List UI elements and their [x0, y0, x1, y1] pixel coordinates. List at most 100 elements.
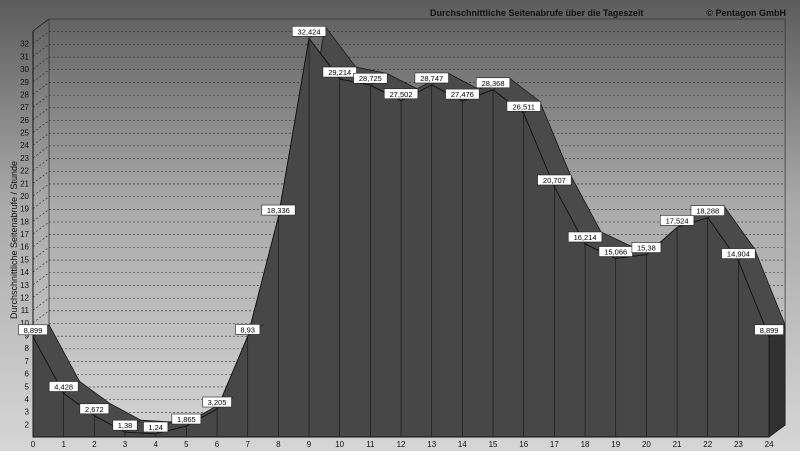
data-label: 32,424: [291, 26, 327, 37]
data-label: 20,707: [537, 174, 572, 186]
data-label-box: [79, 403, 110, 415]
data-label: 1,38: [112, 419, 138, 431]
gridline: [32, 247, 786, 260]
data-label: 27,502: [383, 88, 419, 100]
data-label-text: 16,214: [574, 233, 597, 242]
y-tick-label: 3: [25, 408, 30, 417]
data-label: 3,205: [202, 396, 232, 408]
data-label-text: 29,214: [328, 68, 351, 77]
data-label-box: [171, 413, 202, 425]
data-label: 16,214: [567, 231, 603, 243]
x-tick-label: 23: [734, 440, 743, 449]
data-label-box: [506, 101, 541, 112]
data-label-text: 28,725: [359, 74, 382, 83]
y-tick-label: 6: [25, 370, 30, 379]
data-label-box: [754, 324, 784, 336]
x-tick-label: 17: [550, 440, 559, 449]
gridline: [32, 158, 786, 171]
y-tick-label: 5: [25, 382, 30, 391]
data-label-text: 3,205: [208, 398, 227, 407]
y-tick-label: 27: [20, 103, 29, 112]
y-tick-label: 14: [20, 268, 29, 277]
y-tick-label: 4: [25, 395, 30, 404]
y-tick-label: 28: [20, 90, 29, 99]
gridline: [32, 297, 786, 311]
data-label-box: [353, 72, 388, 84]
data-label-text: 15,38: [637, 244, 656, 253]
gridline: [32, 170, 786, 184]
gridline: [32, 120, 786, 133]
y-tick-label: 31: [20, 52, 29, 61]
data-label: 14,904: [721, 248, 756, 259]
data-label-text: 8,899: [760, 326, 779, 335]
data-label: 18,288: [690, 205, 725, 216]
data-label: 17,524: [659, 215, 695, 226]
gridline: [32, 183, 786, 197]
x-tick-label: 5: [184, 440, 189, 449]
data-label-text: 14,904: [727, 250, 750, 259]
y-tick-label: 25: [20, 129, 29, 138]
data-label-box: [235, 324, 261, 335]
y-tick-label: 22: [20, 167, 29, 176]
data-label: 8,899: [18, 324, 48, 336]
gridline: [32, 259, 786, 273]
data-label-text: 27,502: [390, 90, 413, 99]
data-label-text: 28,368: [482, 79, 505, 88]
x-tick-label: 11: [366, 440, 375, 449]
gridline: [32, 285, 786, 298]
data-label-box: [445, 88, 480, 100]
data-label-box: [291, 26, 327, 37]
data-label-text: 8,899: [24, 326, 43, 335]
y-tick-label: 32: [20, 40, 29, 49]
y-tick-label: 12: [20, 293, 29, 302]
y-tick-label: 15: [20, 255, 29, 264]
copyright-text: © Pentagon GmbH: [706, 8, 786, 18]
x-tick-label: 21: [673, 440, 682, 449]
y-tick-label: 26: [20, 116, 29, 125]
data-label-text: 1,38: [118, 421, 133, 430]
y-tick-label: 2: [25, 420, 30, 429]
x-tick-label: 15: [489, 440, 498, 449]
data-label-box: [112, 419, 138, 431]
gridline: [32, 221, 786, 235]
x-tick-label: 8: [276, 440, 281, 449]
data-label-box: [18, 324, 48, 336]
x-tick-label: 22: [703, 440, 712, 449]
y-tick-label: 17: [20, 230, 29, 239]
x-tick-label: 1: [61, 440, 66, 449]
data-label: 2,672: [79, 403, 110, 415]
data-label-text: 20,707: [543, 176, 566, 185]
gridline: [32, 69, 786, 82]
data-label-text: 27,476: [451, 90, 474, 99]
y-tick-label: 29: [20, 78, 29, 87]
gridline: [32, 132, 786, 146]
y-tick-label: 13: [20, 281, 29, 290]
x-tick-label: 2: [92, 440, 97, 449]
data-label: 4,428: [48, 381, 79, 392]
data-label: 18,336: [261, 204, 296, 216]
x-tick-label: 14: [458, 440, 467, 449]
y-tick-label: 9: [25, 332, 30, 341]
gridline: [32, 94, 786, 108]
x-tick-label: 3: [123, 440, 128, 449]
y-tick-label: 20: [20, 192, 29, 201]
gridline: [32, 82, 786, 95]
x-tick-label: 20: [642, 440, 651, 449]
data-label: 8,899: [754, 324, 784, 336]
data-label-text: 8,93: [240, 325, 255, 334]
data-label-text: 18,336: [267, 206, 290, 215]
data-label-text: 26,511: [513, 102, 535, 111]
y-tick-label: 30: [20, 65, 29, 74]
data-label: 27,476: [445, 88, 480, 100]
x-tick-label: 18: [581, 440, 590, 449]
data-label-box: [721, 248, 756, 259]
data-label-box: [475, 77, 511, 89]
data-label-text: 17,524: [666, 216, 689, 225]
gridline: [32, 272, 786, 285]
area-end-cap: [768, 323, 786, 438]
data-label: 28,747: [414, 72, 449, 84]
gridline: [32, 196, 786, 209]
data-label-box: [567, 231, 603, 243]
gridline: [32, 310, 786, 324]
y-tick-label: 19: [20, 205, 29, 214]
